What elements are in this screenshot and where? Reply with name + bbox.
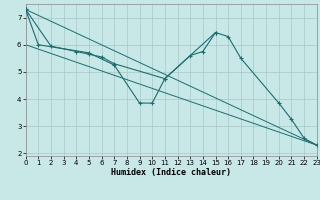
X-axis label: Humidex (Indice chaleur): Humidex (Indice chaleur): [111, 168, 231, 177]
